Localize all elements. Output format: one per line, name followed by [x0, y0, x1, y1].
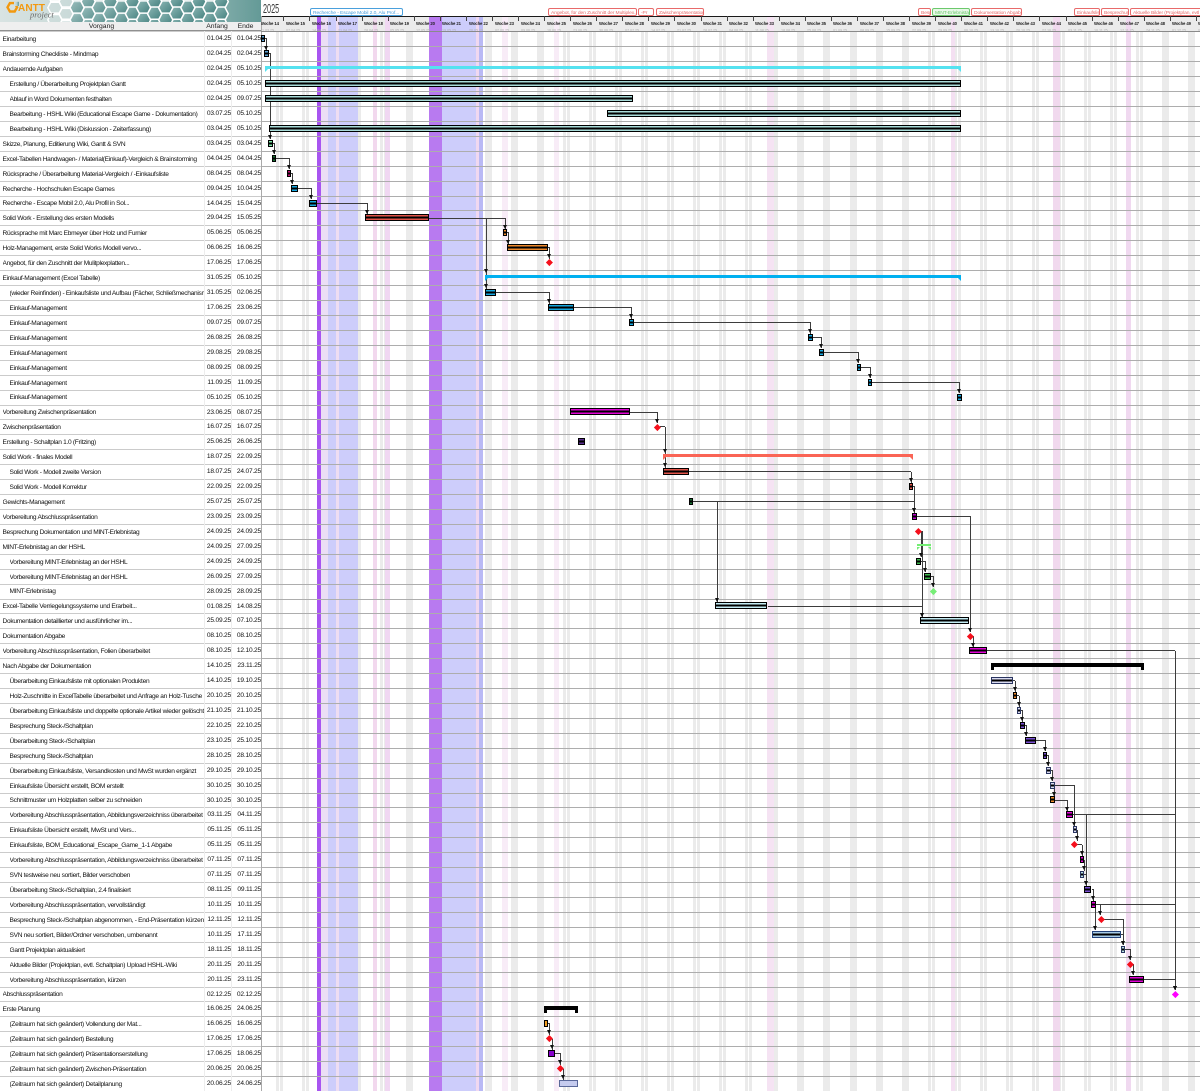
svg-text:project: project: [29, 10, 54, 20]
svg-text:ANTT: ANTT: [18, 3, 45, 14]
